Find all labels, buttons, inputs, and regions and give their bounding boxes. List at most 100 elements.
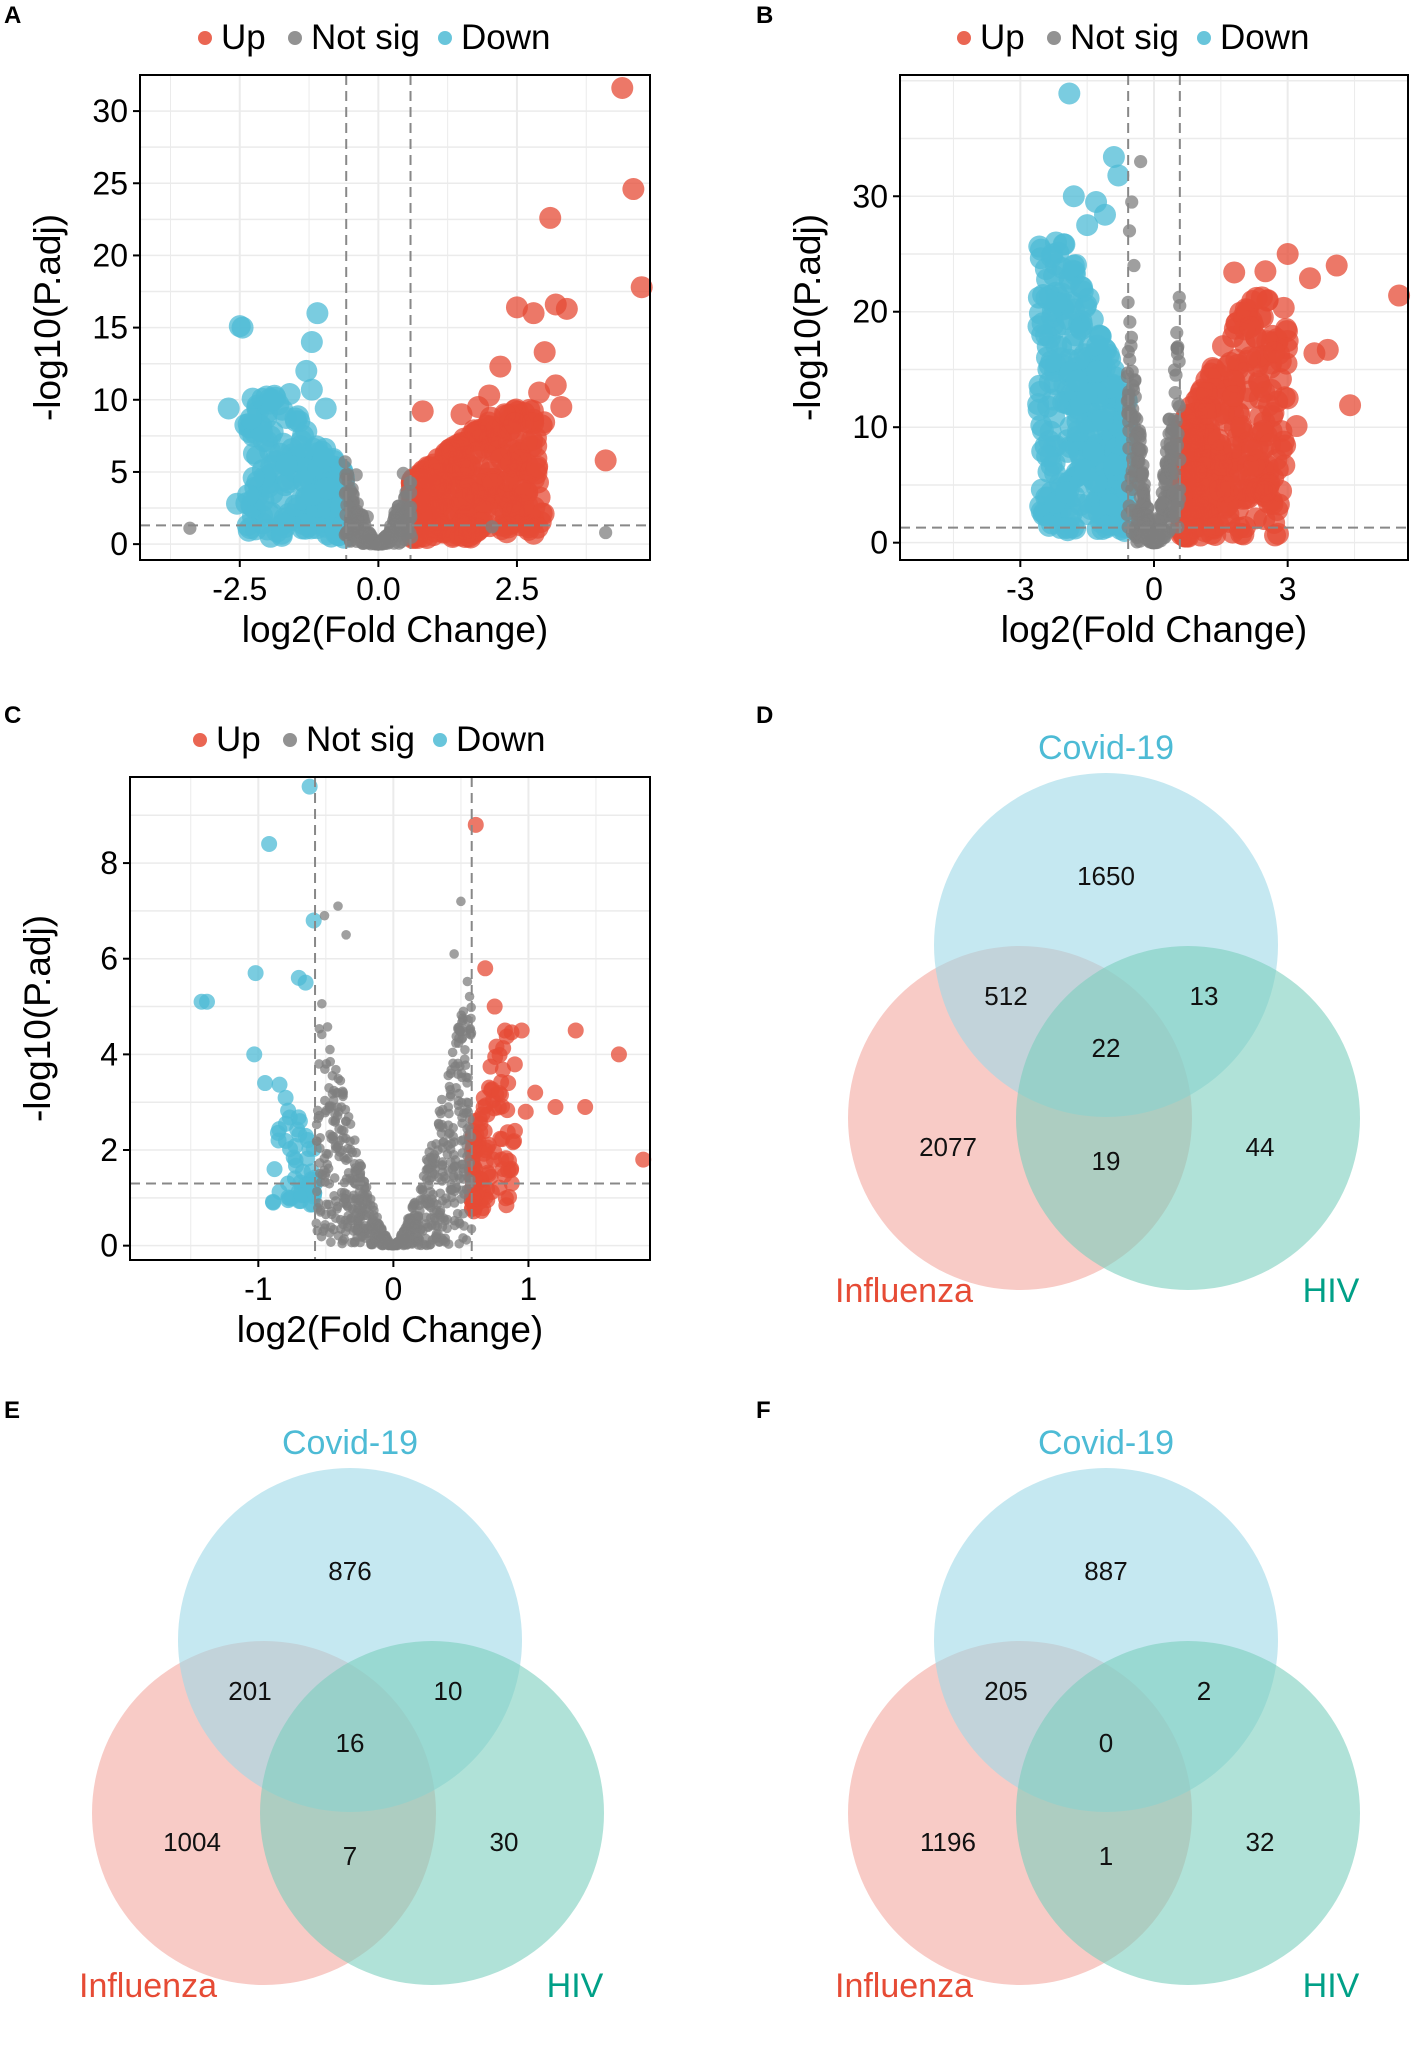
y-tick-label: 4: [100, 1036, 118, 1072]
point-not-sig: [396, 466, 410, 480]
point-not-sig: [412, 1232, 423, 1243]
point-up: [1194, 402, 1217, 425]
point-up: [1272, 296, 1295, 319]
point-down: [1071, 276, 1094, 299]
point-up: [525, 457, 548, 480]
panel-label-a: A: [4, 2, 22, 29]
point-not-sig: [453, 1038, 464, 1049]
point-not-sig: [599, 525, 613, 540]
point-up: [482, 473, 505, 496]
point-not-sig: [321, 1105, 332, 1116]
point-down: [1082, 441, 1105, 464]
x-tick-label: -3: [1006, 571, 1034, 607]
y-tick-label: 0: [870, 525, 888, 561]
point-up: [1254, 480, 1277, 503]
point-up: [1298, 267, 1321, 290]
x-tick-label: 2.5: [495, 571, 539, 607]
point-not-sig: [431, 1231, 441, 1242]
point-down: [300, 378, 323, 401]
point-not-sig: [1170, 326, 1184, 340]
point-not-sig: [318, 1226, 328, 1236]
venn-diagram-d: Covid-19 Influenza HIV 1650 512 13 22 2077 19 44: [835, 729, 1360, 1310]
x-axis-label: log2(Fold Change): [237, 1309, 543, 1350]
point-not-sig: [332, 1102, 343, 1112]
point-up: [1263, 341, 1286, 364]
point-not-sig: [319, 910, 330, 921]
point-not-sig: [356, 522, 370, 536]
venn-count-influenza-hiv: 7: [343, 1841, 357, 1871]
point-not-sig: [355, 1237, 365, 1248]
points: [193, 778, 652, 1251]
x-tick-label: 0.0: [356, 571, 400, 607]
point-not-sig: [345, 1144, 356, 1155]
point-up: [1276, 387, 1299, 410]
point-not-sig: [449, 1161, 460, 1172]
point-not-sig: [338, 1087, 348, 1098]
venn-set-label-influenza: Influenza: [835, 1967, 973, 2005]
point-not-sig: [367, 1225, 377, 1235]
point-not-sig: [445, 1091, 456, 1102]
venn-count-influenza-only: 2077: [919, 1132, 977, 1162]
point-up: [1208, 479, 1231, 502]
point-down: [1055, 481, 1078, 504]
venn-circle-hiv: [1016, 946, 1360, 1290]
point-not-sig: [1163, 436, 1177, 450]
venn-count-covid-hiv: 2: [1197, 1676, 1211, 1706]
point-not-sig: [462, 976, 473, 987]
point-down: [312, 446, 335, 469]
point-up: [1254, 260, 1277, 283]
y-tick-label: 2: [100, 1132, 118, 1168]
point-not-sig: [430, 1215, 440, 1226]
point-not-sig: [435, 1207, 445, 1218]
legend-up-marker: [198, 31, 212, 45]
point-up: [517, 518, 540, 541]
point-up: [498, 1028, 515, 1045]
point-not-sig: [458, 1006, 469, 1017]
legend-down-marker: [433, 733, 447, 747]
y-tick-label: 30: [852, 178, 888, 214]
point-up: [539, 206, 562, 229]
point-down: [278, 383, 301, 406]
point-not-sig: [335, 1075, 346, 1086]
point-down: [1062, 254, 1085, 277]
point-not-sig: [359, 1176, 369, 1187]
point-up: [1266, 522, 1289, 545]
y-tick-label: 25: [92, 165, 128, 201]
point-up: [1325, 254, 1348, 277]
y-tick-label: 10: [852, 409, 888, 445]
gridlines: [900, 75, 1408, 560]
point-not-sig: [436, 1094, 447, 1105]
point-up: [506, 1122, 523, 1139]
point-up: [486, 1100, 503, 1117]
point-not-sig: [339, 1193, 350, 1204]
x-tick-label: 0: [1145, 571, 1163, 607]
y-axis-label: -log10(P.adj): [17, 915, 58, 1122]
venn-set-label-covid: Covid-19: [1038, 729, 1174, 767]
point-not-sig: [437, 1160, 447, 1171]
point-not-sig: [455, 1026, 466, 1037]
point-up: [611, 76, 634, 99]
point-not-sig: [333, 1140, 344, 1151]
point-up: [503, 412, 526, 435]
venn-set-label-covid: Covid-19: [282, 1424, 418, 1462]
venn-count-covid-only: 887: [1084, 1556, 1127, 1586]
point-not-sig: [1166, 509, 1180, 524]
point-up: [1339, 394, 1362, 417]
point-not-sig: [340, 1226, 351, 1237]
point-up: [1195, 382, 1218, 405]
point-not-sig: [315, 1207, 326, 1217]
legend-ns-label: Not sig: [306, 720, 415, 759]
point-up: [449, 436, 472, 459]
point-up: [505, 296, 528, 319]
panel-label-d: D: [756, 702, 774, 729]
point-up: [498, 1197, 515, 1214]
point-down: [1091, 408, 1114, 431]
point-down: [280, 1175, 297, 1192]
point-up: [467, 395, 490, 418]
point-down: [1038, 514, 1061, 537]
venn-set-label-covid: Covid-19: [1038, 1424, 1174, 1462]
point-not-sig: [341, 1174, 352, 1184]
point-not-sig: [326, 1237, 336, 1247]
legend: Up Not sig Down: [193, 720, 545, 759]
